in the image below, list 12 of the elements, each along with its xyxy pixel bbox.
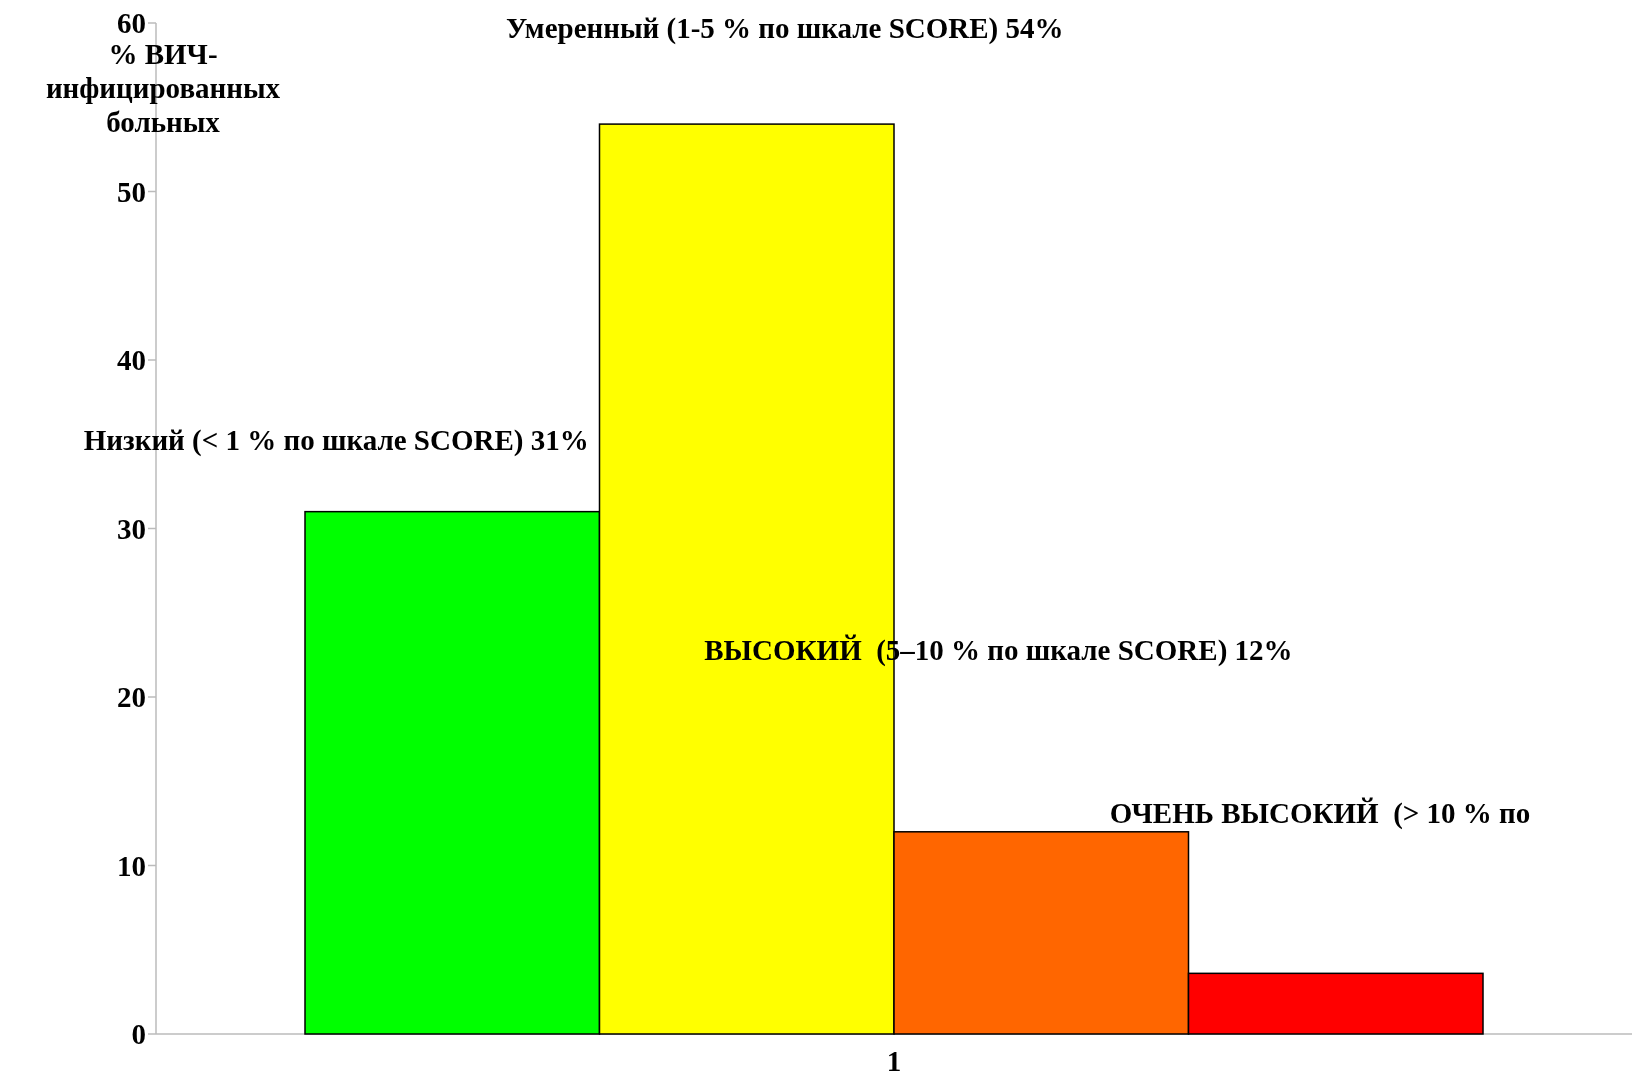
annotation: Низкий (< 1 % по шкале SCORE) 31% <box>83 423 589 457</box>
y-tick-label: 40 <box>117 344 146 377</box>
y-tick-label: 60 <box>117 7 146 40</box>
y-tick-label: 50 <box>117 175 146 208</box>
y-tick-label: 10 <box>117 849 146 882</box>
y-axis-title: % ВИЧ-инфицированных больных <box>45 38 281 138</box>
y-tick-label: 20 <box>117 681 146 714</box>
annotation: ОЧЕНЬ ВЫСОКИЙ (> 10 % по <box>1109 797 1531 831</box>
y-tick-label: 0 <box>131 1018 146 1051</box>
y-tick-label: 30 <box>117 512 146 545</box>
x-tick-label: 1 <box>886 1045 902 1077</box>
annotation: Умеренный (1-5 % по шкале SCORE) 54% <box>505 12 1064 46</box>
